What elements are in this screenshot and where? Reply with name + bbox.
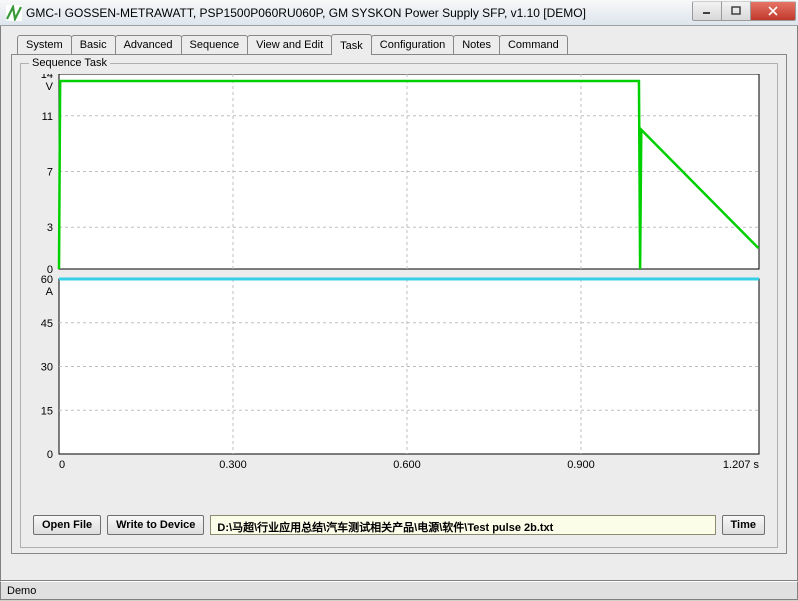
tab-panel-task: Sequence Task 0371114V015304560A00.3000.… bbox=[11, 54, 787, 554]
svg-text:7: 7 bbox=[47, 167, 53, 179]
tab-system[interactable]: System bbox=[17, 35, 72, 54]
svg-text:11: 11 bbox=[42, 111, 53, 123]
svg-text:0: 0 bbox=[47, 449, 53, 461]
window-title: GMC-I GOSSEN-METRAWATT, PSP1500P060RU060… bbox=[26, 6, 693, 20]
svg-text:15: 15 bbox=[41, 405, 53, 417]
svg-text:30: 30 bbox=[41, 362, 53, 374]
group-label: Sequence Task bbox=[29, 57, 110, 69]
bottom-toolbar: Open File Write to Device D:\马超\行业应用总结\汽… bbox=[33, 515, 765, 535]
minimize-button[interactable] bbox=[692, 1, 722, 21]
tab-configuration[interactable]: Configuration bbox=[371, 35, 454, 54]
svg-text:V: V bbox=[46, 81, 54, 93]
titlebar: GMC-I GOSSEN-METRAWATT, PSP1500P060RU060… bbox=[0, 0, 798, 26]
app-body: SystemBasicAdvancedSequenceView and Edit… bbox=[0, 26, 798, 581]
svg-text:0.600: 0.600 bbox=[393, 459, 421, 471]
status-text: Demo bbox=[7, 585, 36, 597]
svg-text:3: 3 bbox=[47, 222, 53, 234]
open-file-button[interactable]: Open File bbox=[33, 515, 101, 535]
tab-task[interactable]: Task bbox=[331, 34, 372, 55]
tab-notes[interactable]: Notes bbox=[453, 35, 500, 54]
sequence-chart: 0371114V015304560A00.3000.6000.9001.207 … bbox=[29, 74, 765, 474]
svg-text:14: 14 bbox=[41, 74, 53, 81]
tab-command[interactable]: Command bbox=[499, 35, 568, 54]
svg-text:45: 45 bbox=[41, 318, 53, 330]
maximize-button[interactable] bbox=[721, 1, 751, 21]
svg-text:0.300: 0.300 bbox=[219, 459, 247, 471]
tab-basic[interactable]: Basic bbox=[71, 35, 116, 54]
app-icon bbox=[6, 5, 22, 21]
tab-bar: SystemBasicAdvancedSequenceView and Edit… bbox=[17, 34, 787, 54]
status-bar: Demo bbox=[0, 581, 798, 600]
svg-text:0: 0 bbox=[59, 459, 65, 471]
window-controls bbox=[693, 1, 796, 21]
svg-text:A: A bbox=[46, 286, 54, 298]
svg-text:0.900: 0.900 bbox=[567, 459, 595, 471]
time-button[interactable]: Time bbox=[722, 515, 765, 535]
svg-text:1.207 s: 1.207 s bbox=[723, 459, 760, 471]
svg-text:60: 60 bbox=[41, 274, 53, 286]
tab-view-and-edit[interactable]: View and Edit bbox=[247, 35, 332, 54]
close-button[interactable] bbox=[750, 1, 796, 21]
tab-advanced[interactable]: Advanced bbox=[115, 35, 182, 54]
sequence-task-group: Sequence Task 0371114V015304560A00.3000.… bbox=[20, 63, 778, 548]
tab-sequence[interactable]: Sequence bbox=[181, 35, 249, 54]
filepath-display: D:\马超\行业应用总结\汽车测试相关产品\电源\软件\Test pulse 2… bbox=[210, 515, 715, 535]
write-to-device-button[interactable]: Write to Device bbox=[107, 515, 204, 535]
